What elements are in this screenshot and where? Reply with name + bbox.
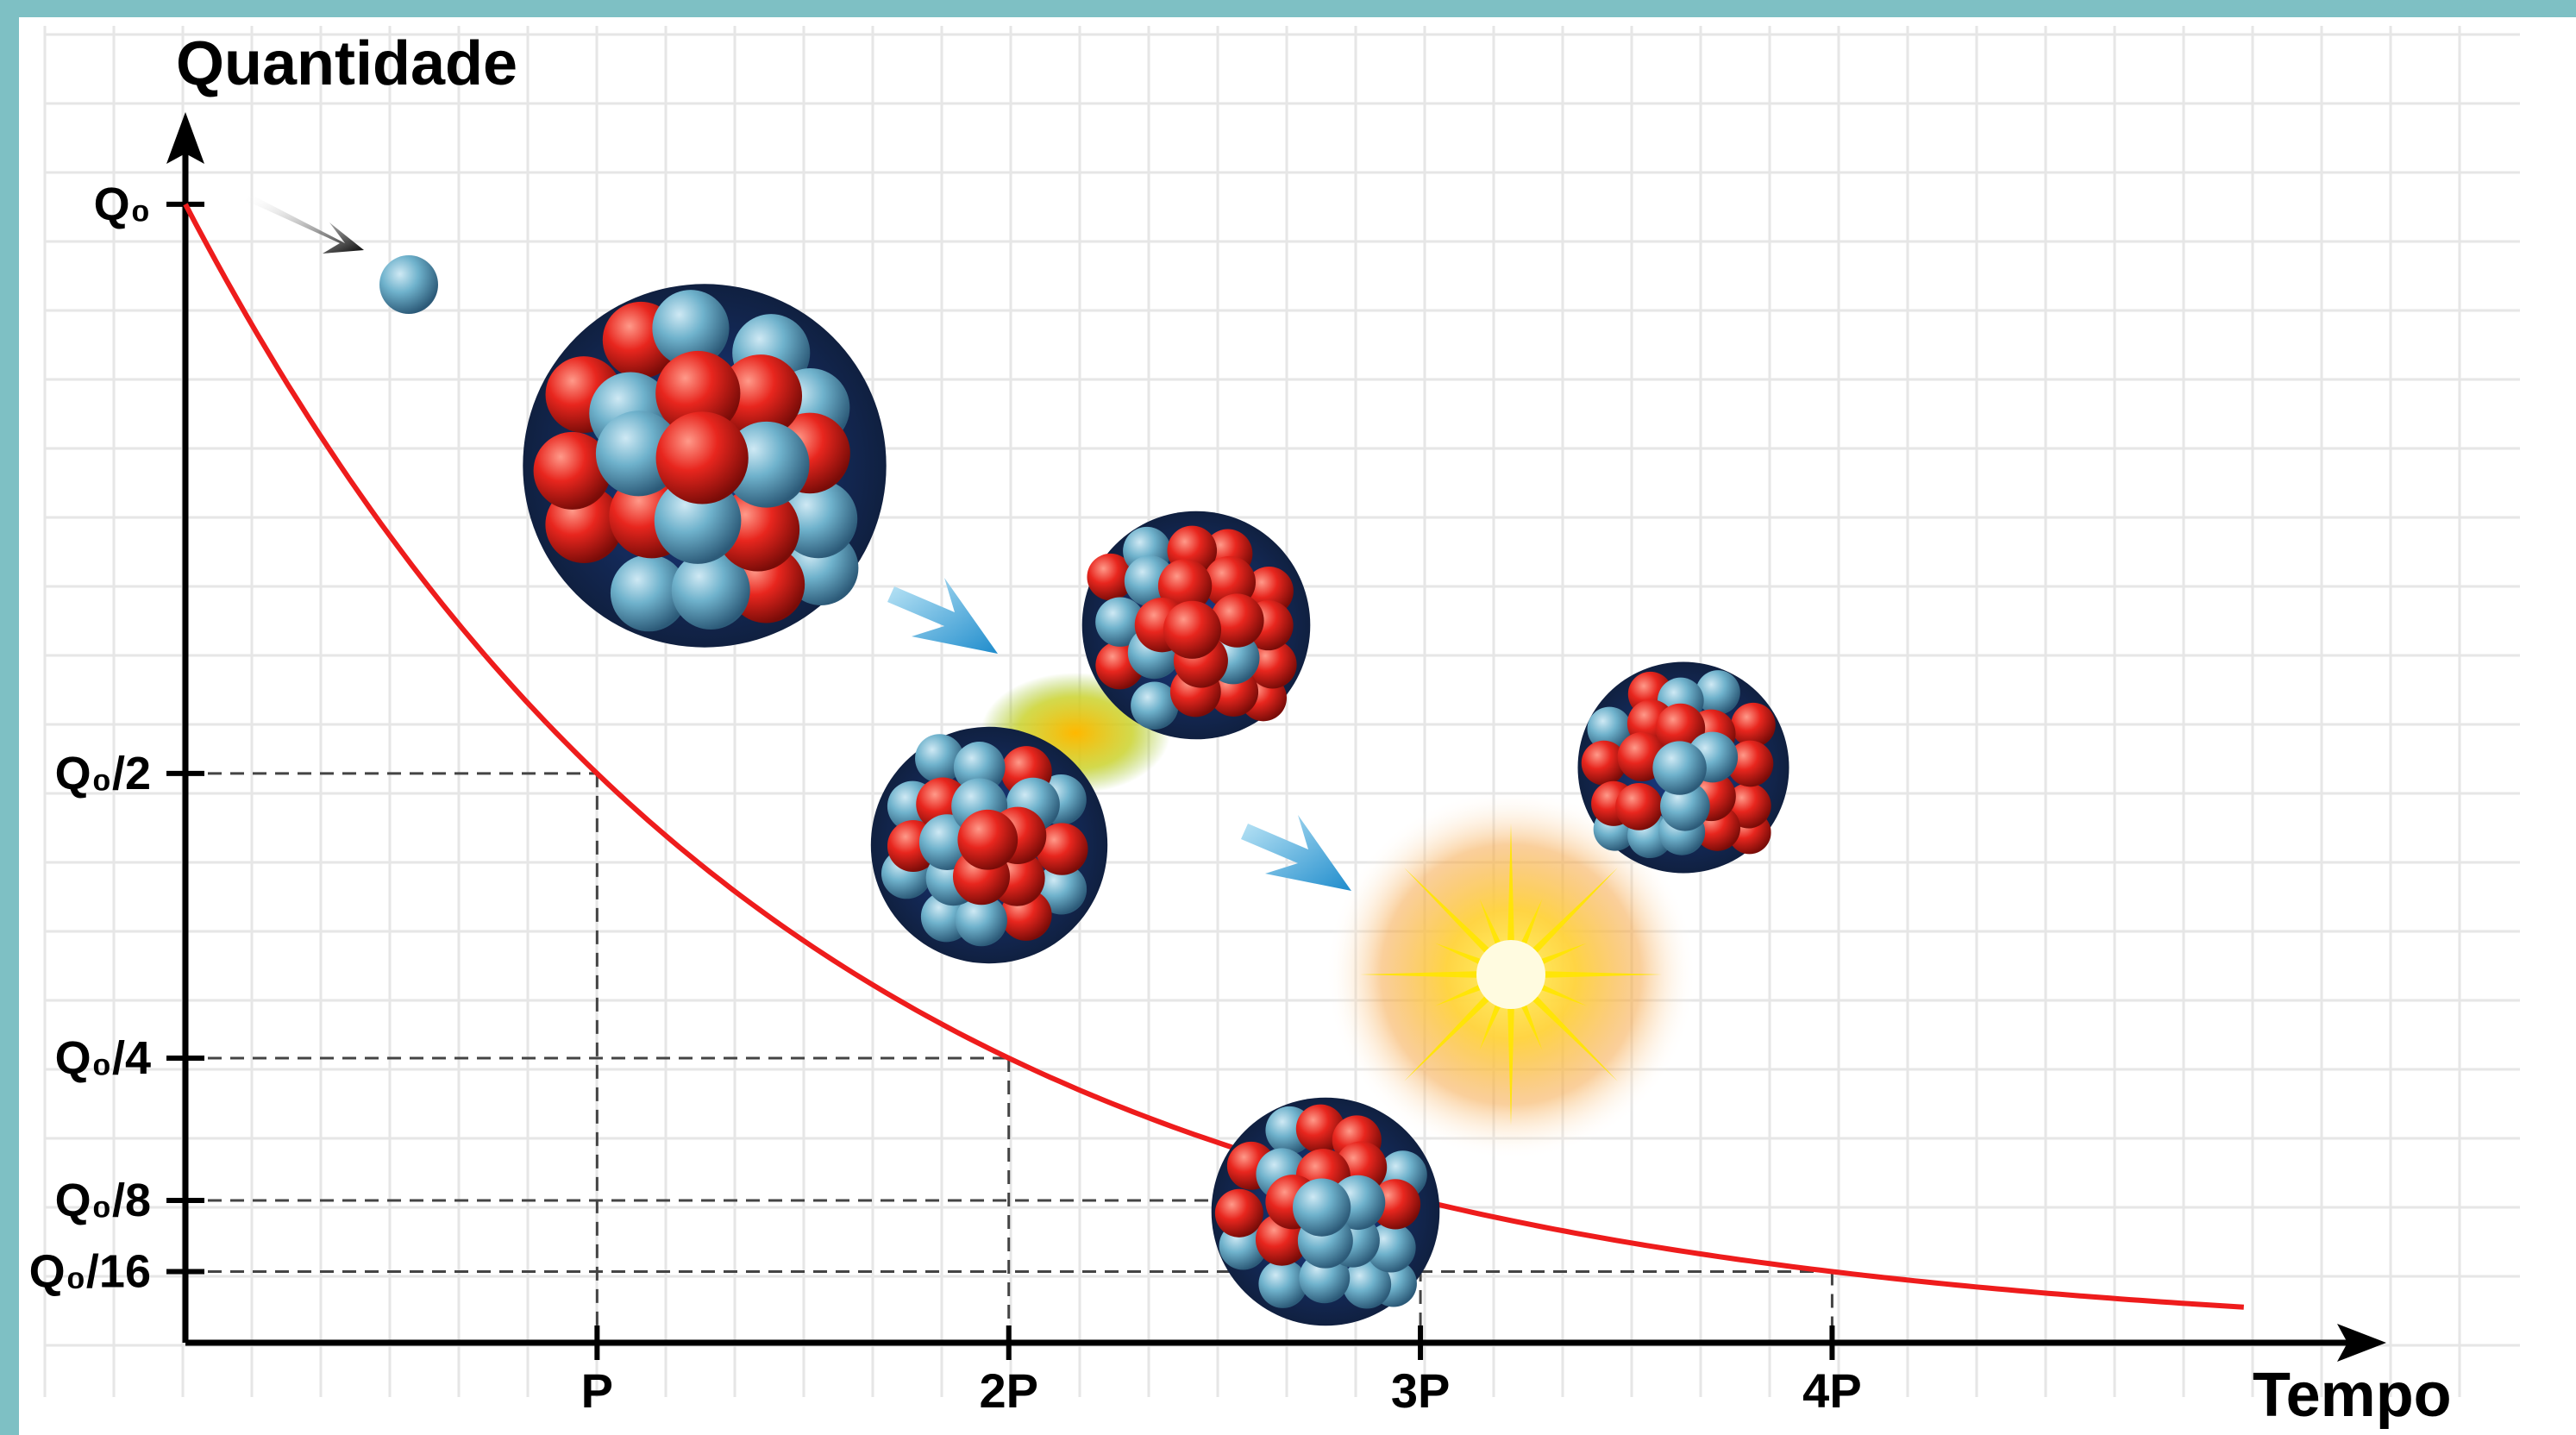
x-tick-label: 4P: [1802, 1363, 1862, 1418]
y-axis-label: Quantidade: [176, 29, 517, 98]
chart-labels: Quantidade Tempo P 2P 3P 4P Q₀ Q₀/2 Q₀/4 Q₀/8 Q₀…: [29, 29, 2452, 1430]
y-tick-label: Q₀/4: [55, 1032, 151, 1084]
large-nucleus: [523, 284, 887, 648]
x-tick-label: P: [581, 1363, 613, 1418]
y-tick-label: Q₀: [94, 179, 151, 230]
decay-chart: Quantidade Tempo P 2P 3P 4P Q₀ Q₀/2 Q₀/4 Q₀/8 Q₀…: [29, 26, 2520, 1430]
decay-curve-line: [183, 203, 2244, 1310]
y-tick-label: Q₀/16: [29, 1245, 151, 1297]
chart-frame: Quantidade Tempo P 2P 3P 4P Q₀ Q₀/2 Q₀/4 Q₀/8 Q₀…: [19, 17, 2576, 1435]
fission-illustration: [245, 194, 1789, 1326]
y-axis-arrowhead: [166, 112, 204, 164]
fission-arrow-1: [887, 578, 998, 654]
x-tick-label: 2P: [979, 1363, 1038, 1418]
decay-curve: [183, 203, 2244, 1310]
small-nucleus-right: [1577, 661, 1789, 874]
x-axis-arrowhead: [2337, 1324, 2386, 1362]
fission-arrow-2: [1241, 815, 1351, 891]
y-tick-label: Q₀/8: [55, 1175, 151, 1226]
fission-fragment-top: [1081, 511, 1311, 740]
chart-grid: [43, 26, 2520, 1397]
incoming-arrow: [245, 194, 364, 254]
incoming-neutron: [379, 255, 438, 314]
y-tick-label: Q₀/2: [55, 748, 151, 799]
chart-axes: [166, 112, 2386, 1362]
x-axis-label: Tempo: [2253, 1361, 2452, 1430]
small-nucleus-bottom: [1211, 1097, 1440, 1326]
reference-lines: [185, 772, 1833, 1343]
x-tick-label: 3P: [1391, 1363, 1451, 1418]
fission-fragment-bottom: [870, 726, 1108, 964]
energy-flash: [1326, 789, 1696, 1160]
